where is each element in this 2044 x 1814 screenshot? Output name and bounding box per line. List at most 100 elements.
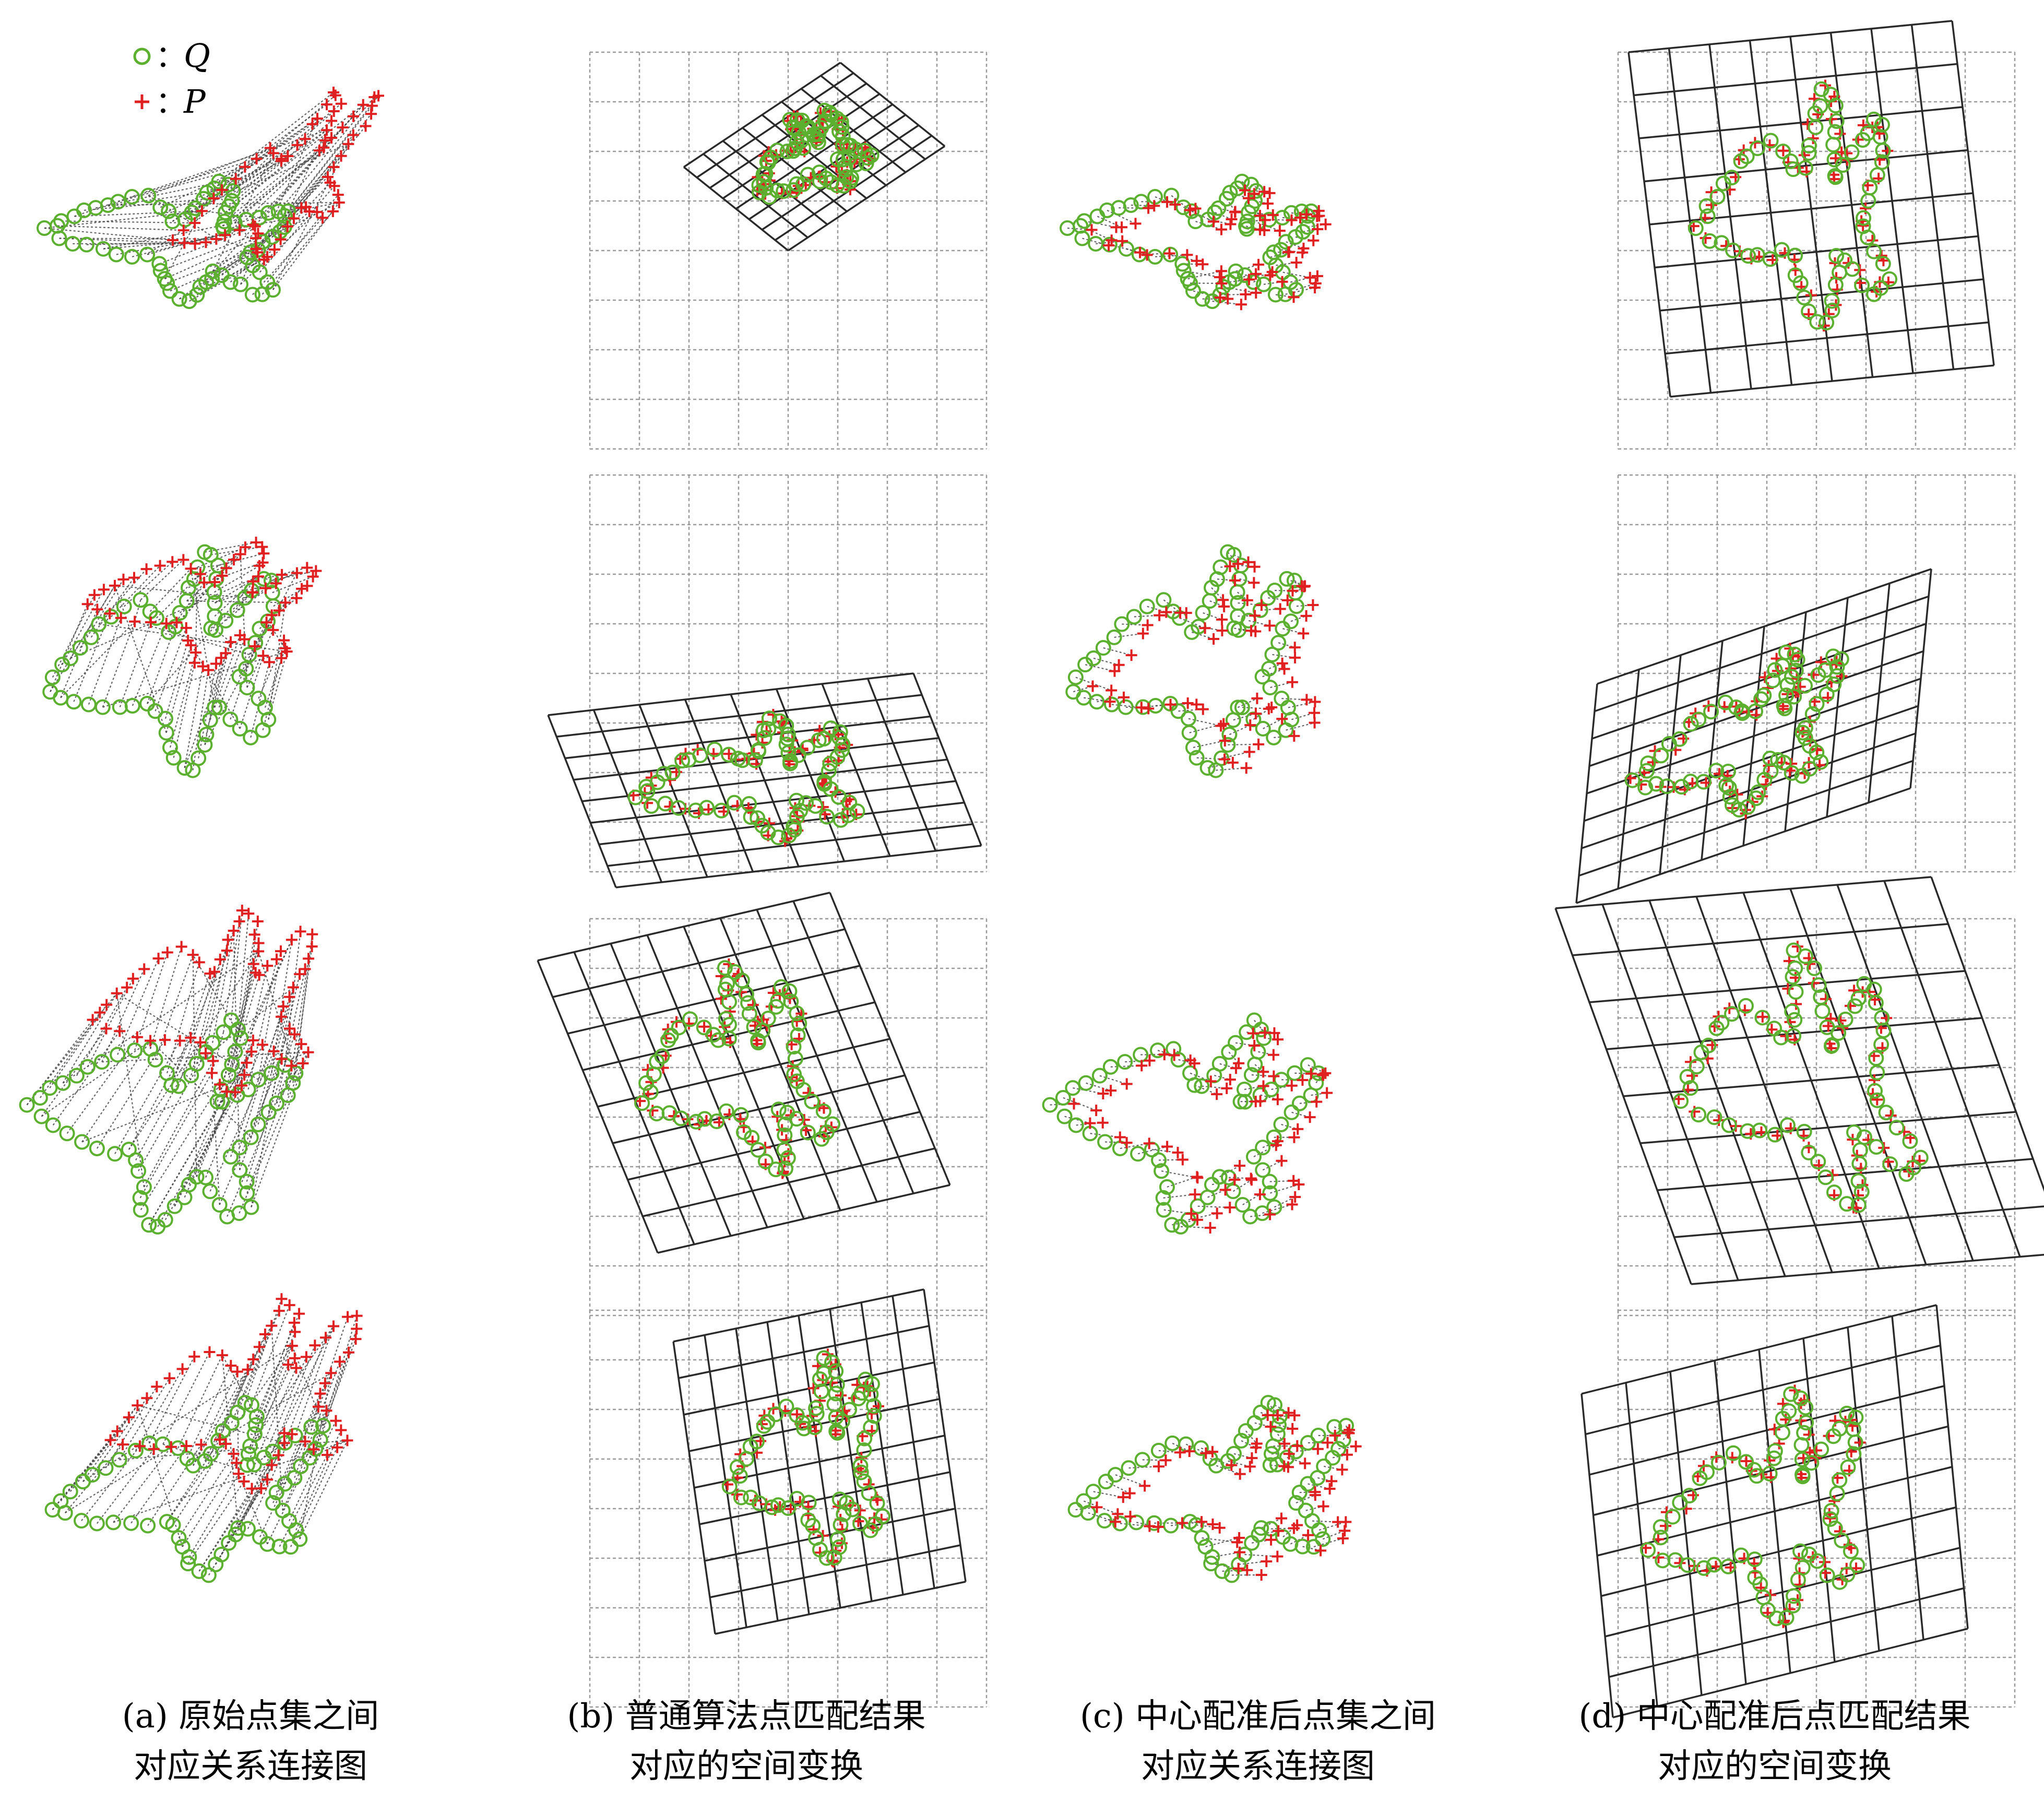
link-line — [1323, 1465, 1342, 1471]
p-point — [1232, 1562, 1244, 1574]
p-point — [1253, 738, 1265, 750]
q-point — [1237, 267, 1253, 283]
q-point — [1638, 763, 1655, 779]
link-line — [1088, 1512, 1116, 1523]
q-point — [1234, 173, 1250, 189]
grid-line — [1657, 1158, 2034, 1191]
p-point — [1224, 560, 1236, 572]
q-point-set — [1624, 644, 1849, 817]
link-line — [221, 206, 306, 276]
p-point — [1756, 1011, 1768, 1023]
q-point — [127, 1042, 143, 1059]
p-point — [1143, 1137, 1155, 1149]
q-point — [53, 690, 69, 706]
q-point — [171, 1530, 187, 1546]
link-line — [264, 567, 307, 579]
p-point — [1245, 625, 1257, 637]
q-point-set — [634, 960, 841, 1178]
q-point — [770, 1101, 787, 1118]
p-point — [1288, 1522, 1300, 1534]
p-point — [1141, 249, 1153, 261]
p-point — [88, 589, 100, 601]
q-point — [287, 1427, 303, 1443]
q-point — [1246, 1012, 1262, 1028]
grid-line — [715, 1581, 966, 1635]
q-point — [1844, 144, 1860, 160]
link-line — [319, 1329, 358, 1440]
link-line — [1226, 198, 1236, 212]
p-point — [263, 656, 275, 668]
p-point — [1224, 1202, 1236, 1214]
q-point — [1856, 210, 1872, 226]
q-point — [736, 1124, 752, 1140]
q-point — [1121, 1460, 1137, 1476]
q-point — [1774, 1425, 1790, 1441]
q-point — [209, 1094, 225, 1110]
link-line — [102, 621, 136, 708]
q-point — [1724, 797, 1740, 813]
link-line — [234, 934, 255, 1052]
link-line — [311, 1317, 349, 1427]
q-point — [1826, 151, 1843, 168]
q-point — [1837, 1011, 1853, 1027]
p-point — [1121, 1137, 1133, 1149]
q-point-set — [1640, 1386, 1865, 1627]
p-point — [1191, 1214, 1203, 1226]
link-line — [114, 585, 245, 599]
p-point — [1215, 720, 1227, 732]
p-point — [98, 584, 110, 596]
q-point — [124, 697, 140, 714]
link-line — [252, 217, 323, 295]
link-line — [272, 576, 314, 594]
p-point — [327, 205, 339, 217]
q-point — [1193, 1440, 1209, 1456]
q-point — [32, 1089, 48, 1106]
p-point — [1234, 1546, 1246, 1558]
q-point — [1163, 1517, 1179, 1534]
link-line — [1233, 1453, 1252, 1459]
p-point — [350, 1333, 362, 1345]
q-point — [252, 1529, 268, 1545]
q-point — [1159, 1179, 1175, 1195]
link-line — [253, 1368, 297, 1465]
q-point — [1850, 1197, 1867, 1213]
q-point — [1042, 1097, 1058, 1113]
q-point — [53, 213, 69, 229]
grid-line — [1691, 1253, 2044, 1285]
p-point — [1125, 649, 1137, 661]
q-point — [1765, 672, 1781, 689]
link-line — [159, 226, 256, 265]
link-line — [70, 576, 259, 659]
link-line — [1207, 1189, 1226, 1198]
link-line — [113, 1440, 348, 1523]
q-point — [1215, 279, 1231, 295]
grid-line — [1868, 583, 1891, 803]
p-point — [193, 956, 205, 968]
p-point — [1255, 1569, 1267, 1581]
q-point — [1850, 1173, 1867, 1189]
grid-line — [1649, 192, 1974, 226]
p-point — [1294, 212, 1306, 224]
q-point — [248, 1408, 265, 1425]
link-line — [178, 1453, 234, 1538]
p-point — [1216, 625, 1228, 637]
p-point — [239, 1069, 251, 1081]
p-point-set — [634, 958, 837, 1179]
p-point — [1782, 983, 1794, 995]
p-point — [176, 1363, 188, 1375]
p-point — [230, 173, 242, 185]
q-point — [1801, 138, 1817, 154]
p-point — [333, 196, 345, 208]
p-point — [1740, 1455, 1752, 1467]
q-point — [759, 154, 775, 170]
p-point — [1290, 256, 1302, 268]
p-point — [1337, 1533, 1349, 1545]
q-point — [831, 1491, 848, 1508]
q-point — [1055, 1089, 1071, 1106]
grid-line — [612, 1074, 906, 1144]
link-line — [135, 1368, 183, 1451]
link-line — [162, 1351, 210, 1445]
p-point — [1289, 1409, 1301, 1421]
q-point — [1681, 1488, 1697, 1504]
q-point — [1829, 1486, 1845, 1502]
